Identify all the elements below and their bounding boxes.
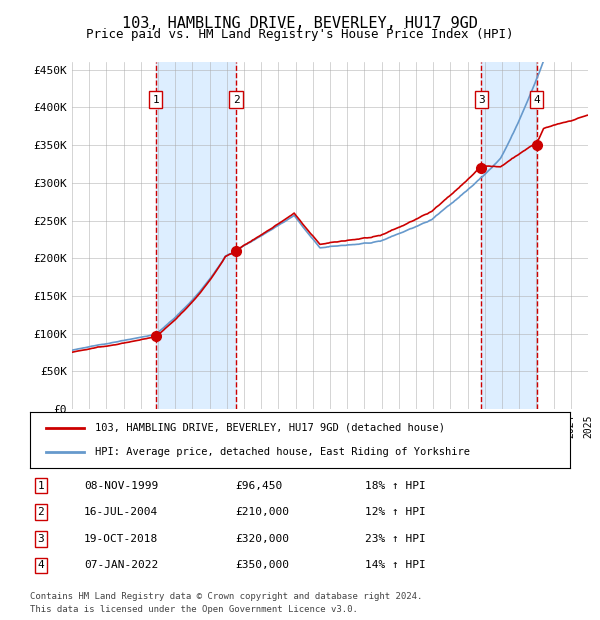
Text: £96,450: £96,450 [235, 480, 283, 490]
Text: 3: 3 [478, 95, 485, 105]
Bar [481, 62, 537, 409]
Text: £320,000: £320,000 [235, 534, 289, 544]
Text: 3: 3 [37, 534, 44, 544]
Text: This data is licensed under the Open Government Licence v3.0.: This data is licensed under the Open Gov… [30, 604, 358, 614]
Text: 103, HAMBLING DRIVE, BEVERLEY, HU17 9GD: 103, HAMBLING DRIVE, BEVERLEY, HU17 9GD [122, 16, 478, 30]
Text: 2: 2 [37, 507, 44, 517]
Text: 4: 4 [533, 95, 540, 105]
Text: 14% ↑ HPI: 14% ↑ HPI [365, 560, 425, 570]
Text: £210,000: £210,000 [235, 507, 289, 517]
Text: 08-NOV-1999: 08-NOV-1999 [84, 480, 158, 490]
Text: 07-JAN-2022: 07-JAN-2022 [84, 560, 158, 570]
Text: 23% ↑ HPI: 23% ↑ HPI [365, 534, 425, 544]
Text: 103, HAMBLING DRIVE, BEVERLEY, HU17 9GD (detached house): 103, HAMBLING DRIVE, BEVERLEY, HU17 9GD … [95, 423, 445, 433]
Text: 16-JUL-2004: 16-JUL-2004 [84, 507, 158, 517]
Bar [155, 62, 236, 409]
Text: 2: 2 [233, 95, 239, 105]
Text: Contains HM Land Registry data © Crown copyright and database right 2024.: Contains HM Land Registry data © Crown c… [30, 592, 422, 601]
Text: Price paid vs. HM Land Registry's House Price Index (HPI): Price paid vs. HM Land Registry's House … [86, 28, 514, 41]
Text: 12% ↑ HPI: 12% ↑ HPI [365, 507, 425, 517]
Text: 4: 4 [37, 560, 44, 570]
Text: 18% ↑ HPI: 18% ↑ HPI [365, 480, 425, 490]
Text: 19-OCT-2018: 19-OCT-2018 [84, 534, 158, 544]
Text: 1: 1 [37, 480, 44, 490]
Text: 1: 1 [152, 95, 159, 105]
Text: £350,000: £350,000 [235, 560, 289, 570]
Text: HPI: Average price, detached house, East Riding of Yorkshire: HPI: Average price, detached house, East… [95, 448, 470, 458]
